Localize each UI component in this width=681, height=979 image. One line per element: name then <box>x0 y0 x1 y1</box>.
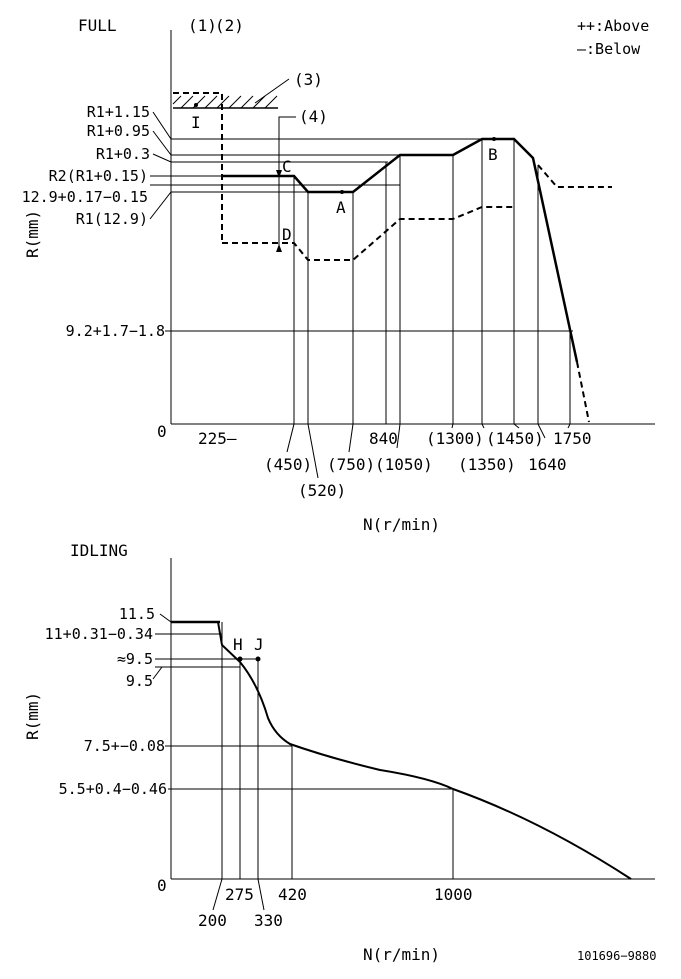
y-tick-11-5: 11.5 <box>119 605 155 623</box>
y-tick-12-9: 12.9+0.17−0.15 <box>22 188 148 206</box>
idling-x-axis-label: N(r/min) <box>363 945 440 964</box>
x-tick-1750: 1750 <box>553 429 592 448</box>
full-y-axis-label: R(mm) <box>23 210 42 258</box>
full-y-tick-labels: R1+1.15 R1+0.95 R1+0.3 R2(R1+0.15) 12.9+… <box>22 103 165 340</box>
point-h-marker <box>237 656 243 662</box>
full-x-tick-leaders <box>286 423 571 479</box>
part-number: 101696−9880 <box>577 949 656 963</box>
y-reference-lines <box>149 111 573 332</box>
point-a-label: A <box>336 198 346 217</box>
x-tick-1640: 1640 <box>528 455 567 474</box>
legend-above: ++:Above <box>577 17 649 35</box>
idling-reference-lines <box>155 613 454 879</box>
y-tick-11: 11+0.31−0.34 <box>45 625 153 643</box>
x-tick-1350: (1350) <box>458 455 516 474</box>
point-j-label: J <box>254 635 264 654</box>
x-tick-750: (750) <box>327 455 375 474</box>
y-tick-approx-9-5: ≈9.5 <box>117 650 153 668</box>
x-tick-450: (450) <box>264 455 312 474</box>
point-d-label: D <box>282 225 292 244</box>
arrow-up-d <box>276 244 282 252</box>
x-tick-200: 200 <box>198 911 227 930</box>
full-load-curve <box>222 137 579 363</box>
full-origin: 0 <box>157 422 167 441</box>
full-x-axis-label: N(r/min) <box>363 515 440 534</box>
idling-chart: IDLING 0 R(mm) N(r/min) H J <box>23 541 655 964</box>
arrow-down-c <box>276 170 282 178</box>
x-tick-1050: (1050) <box>375 455 433 474</box>
mark-2: (2) <box>215 16 244 35</box>
callout-3-leader <box>254 78 290 104</box>
y-tick-r1: R1(12.9) <box>76 210 148 228</box>
x-tick-840: 840 <box>369 429 398 448</box>
legend-below: —:Below <box>577 40 641 58</box>
y-tick-r1-plus-0-3: R1+0.3 <box>96 145 150 163</box>
hatch-pattern <box>172 95 278 109</box>
x-tick-275: 275 <box>225 885 254 904</box>
full-title: FULL <box>78 16 117 35</box>
x-tick-520: (520) <box>298 481 346 500</box>
full-upper-branch <box>537 164 612 188</box>
callout-3: (3) <box>294 70 323 89</box>
idling-y-axis-label: R(mm) <box>23 692 42 740</box>
callout-4: (4) <box>299 107 328 126</box>
idling-y-tick-labels: 11.5 11+0.31−0.34 ≈9.5 9.5 7.5+−0.08 5.5… <box>45 605 167 798</box>
x-tick-420: 420 <box>278 885 307 904</box>
point-h-label: H <box>233 635 243 654</box>
callout-4-leader <box>278 116 296 247</box>
point-b-marker <box>492 137 496 141</box>
idling-title: IDLING <box>70 541 128 560</box>
idling-x-tick-leaders <box>212 878 265 911</box>
y-tick-r1-plus-0-95: R1+0.95 <box>87 122 150 140</box>
y-tick-9-2: 9.2+1.7−1.8 <box>66 322 165 340</box>
idling-origin: 0 <box>157 876 167 895</box>
y-tick-r1-plus-1-15: R1+1.15 <box>87 103 150 121</box>
x-tick-1300: (1300) <box>426 429 484 448</box>
full-tail-branch <box>576 361 590 423</box>
full-chart: FULL (1) (2) ++:Above —:Below 0 R(mm) N(… <box>22 16 655 534</box>
point-b-label: B <box>488 145 498 164</box>
point-i-marker <box>194 103 198 107</box>
y-tick-9-5-leader <box>152 666 163 680</box>
y-tick-9-5: 9.5 <box>126 672 153 690</box>
x-tick-1450: (1450) <box>486 429 544 448</box>
point-a-marker <box>340 190 344 194</box>
full-load-lower-curve <box>222 206 514 261</box>
point-c-label: C <box>282 157 292 176</box>
mark-1: (1) <box>188 16 217 35</box>
x-reference-lines <box>293 139 571 424</box>
x-tick-225: 225— <box>198 429 237 448</box>
y-tick-5-5: 5.5+0.4−0.46 <box>59 780 167 798</box>
y-tick-7-5: 7.5+−0.08 <box>84 737 165 755</box>
x-tick-330: 330 <box>254 911 283 930</box>
idling-curve <box>171 621 632 880</box>
point-j-marker <box>255 656 261 662</box>
point-i-label: I <box>191 113 201 132</box>
y-tick-r2: R2(R1+0.15) <box>49 167 148 185</box>
x-tick-1000: 1000 <box>434 885 473 904</box>
